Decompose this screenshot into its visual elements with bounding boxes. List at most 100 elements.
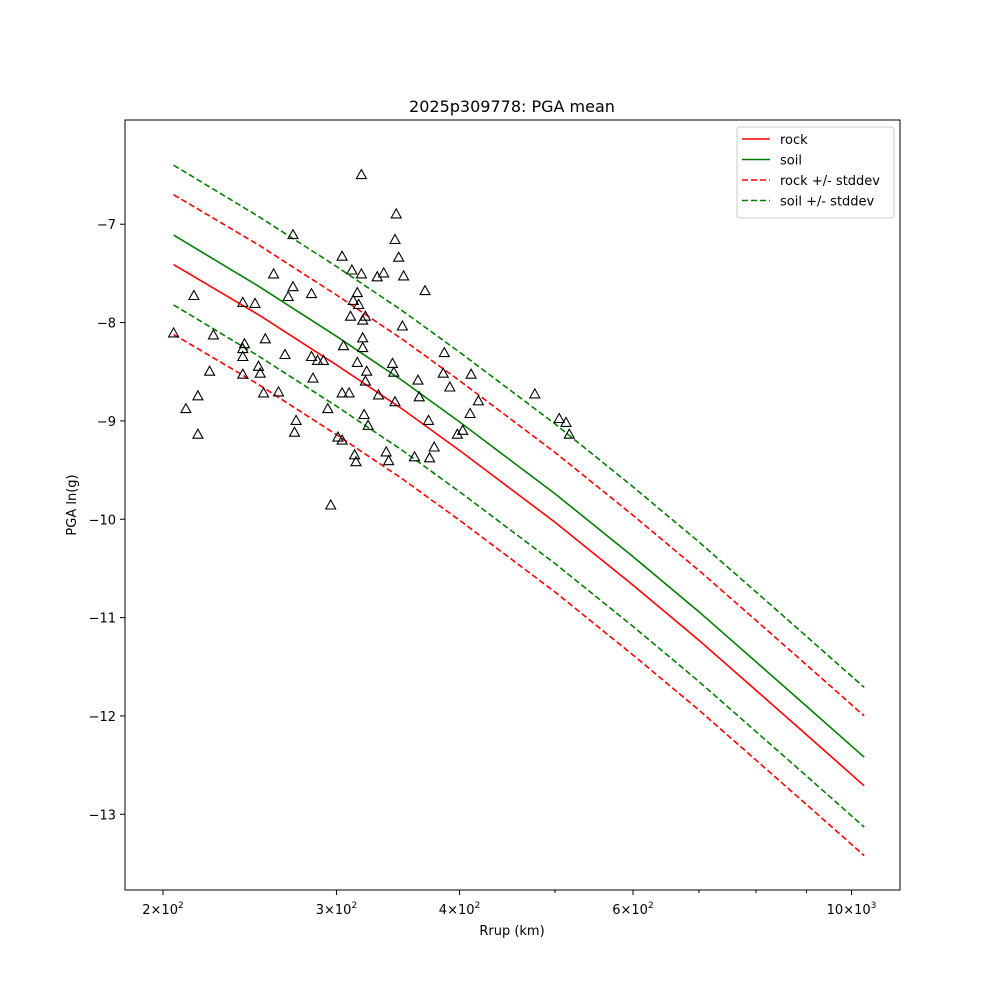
observation-point — [464, 407, 477, 419]
observation-point — [287, 228, 299, 240]
legend-label: soil +/- stddev — [780, 195, 875, 210]
y-tick-label: −7 — [97, 218, 116, 233]
y-tick-label: −12 — [89, 710, 116, 725]
plot-area — [167, 164, 865, 857]
observation-point — [179, 402, 192, 414]
observation-point — [324, 498, 337, 510]
x-axis-label: Rrup (km) — [479, 924, 544, 939]
observation-point — [472, 394, 485, 406]
observation-point — [443, 380, 456, 392]
observation-point — [282, 290, 295, 302]
observation-point — [359, 374, 372, 386]
observation-point — [528, 387, 541, 399]
observation-point — [422, 414, 435, 425]
plot-frame — [124, 119, 901, 891]
observation-point — [347, 294, 360, 305]
observation-point — [307, 371, 319, 383]
observation-point — [236, 350, 249, 362]
observation-point — [352, 298, 365, 309]
observation-point — [465, 368, 478, 379]
observation-point — [305, 350, 318, 362]
observation-point — [254, 367, 267, 378]
observation-point — [408, 450, 421, 462]
series-line-5 — [173, 304, 865, 828]
observation-point — [423, 451, 436, 463]
observation-point — [419, 284, 431, 296]
observation-point — [362, 419, 375, 430]
y-tick-label: −11 — [89, 612, 116, 627]
observation-point — [389, 395, 401, 407]
observation-point — [360, 365, 373, 376]
y-axis-label: PGA ln(g) — [65, 474, 80, 535]
observation-point — [317, 354, 330, 365]
legend-label: rock +/- stddev — [780, 174, 880, 189]
observation-point — [553, 412, 566, 424]
x-tick-label: 4×102 — [439, 901, 480, 918]
x-tick-label: 6×102 — [612, 901, 653, 918]
observation-point — [267, 267, 280, 279]
observation-point — [382, 454, 395, 466]
observation-point — [305, 287, 318, 299]
observation-point — [236, 296, 249, 307]
legend-box — [736, 126, 895, 219]
axes: −13 −12 −11 −10 −9 −8 −7 2×102 3×102 4×102 6×102 10… — [89, 218, 877, 918]
y-tick-label: −9 — [97, 415, 116, 430]
observation-point — [380, 445, 393, 457]
observation-point — [560, 416, 572, 427]
observation-point — [358, 408, 371, 420]
observation-point — [259, 332, 272, 344]
observation-point — [344, 310, 357, 321]
legend-label: soil — [780, 154, 802, 169]
x-tick-label: 10×103 — [827, 901, 877, 918]
observation-point — [397, 269, 410, 281]
observation-point — [428, 440, 441, 452]
observation-point — [238, 337, 251, 349]
observation-point — [236, 368, 249, 379]
legend: rock soil rock +/- stddev soil +/- stddev — [736, 126, 895, 219]
legend-label: rock — [780, 133, 808, 148]
series-line-4 — [173, 164, 865, 688]
observation-point — [371, 270, 384, 282]
observation-point — [392, 251, 405, 262]
observation-point — [387, 366, 400, 377]
observation-point — [451, 428, 464, 439]
observation-point — [413, 390, 426, 402]
series-line-1 — [173, 234, 865, 758]
observation-point — [207, 328, 220, 340]
observation-point — [290, 414, 303, 425]
observation-point — [372, 388, 385, 400]
observation-point — [563, 428, 576, 439]
observation-point — [257, 386, 270, 398]
series-line-0 — [173, 263, 865, 787]
observation-point — [249, 297, 261, 308]
observation-point — [390, 207, 403, 219]
series-line-2 — [173, 194, 865, 717]
y-tick-label: −13 — [89, 808, 116, 823]
observation-point — [350, 455, 362, 467]
observation-point — [356, 331, 369, 343]
observation-point — [167, 326, 180, 338]
observation-point — [288, 426, 301, 437]
observation-point — [287, 280, 299, 292]
observation-point — [412, 373, 424, 385]
observation-point — [203, 365, 216, 376]
observation-point — [337, 339, 350, 351]
observation-point — [351, 356, 364, 367]
observation-point — [351, 286, 364, 298]
observation-point — [386, 357, 399, 368]
observation-point — [336, 386, 349, 398]
observation-point — [336, 250, 349, 261]
observation-point — [456, 424, 469, 435]
x-tick-label: 3×102 — [316, 901, 357, 918]
observation-point — [356, 341, 369, 353]
observation-point — [272, 385, 285, 397]
observation-point — [191, 389, 204, 401]
y-tick-label: −10 — [89, 513, 116, 528]
observation-point — [355, 168, 368, 180]
observation-point — [191, 428, 204, 439]
observation-point — [311, 354, 324, 365]
observation-point — [396, 319, 409, 331]
observation-point — [389, 233, 401, 245]
series-line-3 — [173, 333, 865, 857]
